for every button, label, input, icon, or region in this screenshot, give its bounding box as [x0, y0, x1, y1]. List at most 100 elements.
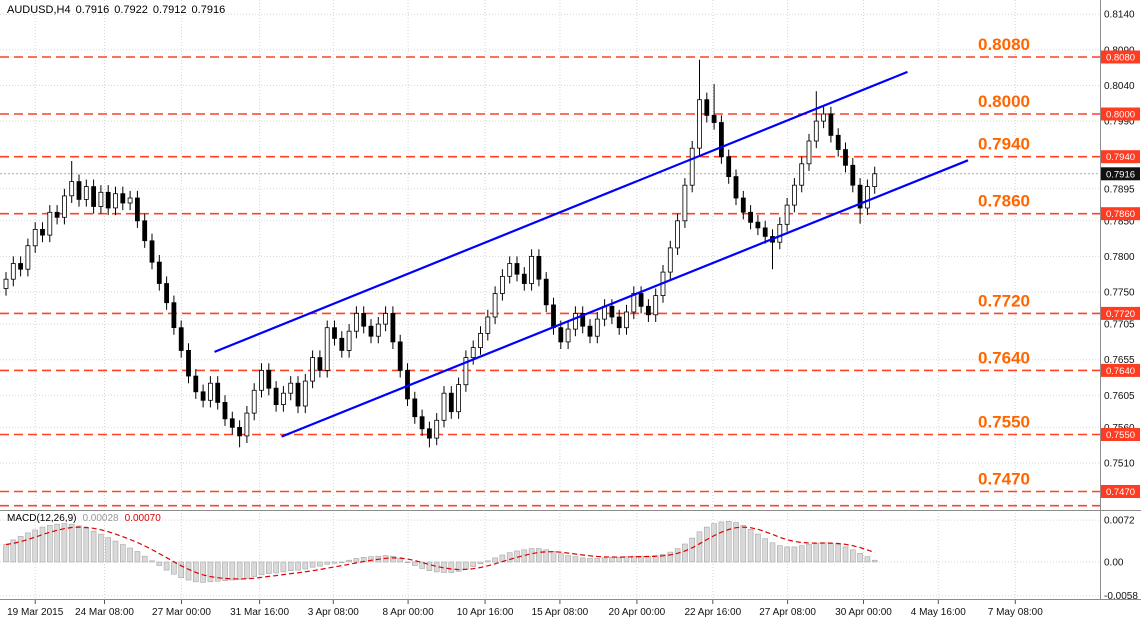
candle-body [843, 149, 848, 166]
time-label: 10 Apr 16:00 [457, 607, 514, 618]
macd-bar [404, 561, 411, 563]
macd-bar [141, 555, 148, 563]
macd-bar [163, 561, 170, 571]
macd-bar [25, 532, 31, 563]
candle-body [616, 316, 622, 329]
macd-bar [317, 561, 323, 567]
macd-bar [324, 561, 331, 565]
symbol-period-label: AUDUSD,H4 [7, 4, 71, 16]
macd-bar [696, 531, 703, 563]
candle-body [521, 273, 527, 284]
macd-bar [762, 538, 769, 563]
macd-bar [419, 561, 425, 569]
candle-body [273, 387, 279, 406]
candle-body [346, 330, 352, 351]
macd-bar [244, 561, 250, 579]
macd-bar [528, 548, 535, 563]
macd-bar [258, 561, 265, 576]
candle-body [149, 240, 155, 263]
time-axis[interactable]: 19 Mar 2015 24 Mar 08:00 27 Mar 00:00 31 Ma… [7, 600, 1043, 618]
candle-body [733, 176, 739, 199]
candlesticks [3, 59, 878, 448]
candle-body [682, 184, 688, 222]
axis-level-tag [1101, 50, 1140, 64]
macd-bar [609, 556, 615, 563]
candle-body [587, 325, 593, 337]
macd-bar [214, 561, 221, 582]
candle-body [499, 275, 505, 294]
candle-body [821, 113, 826, 122]
time-label: 22 Apr 16:00 [684, 607, 741, 618]
candle-body [594, 318, 600, 337]
macd-bar [397, 558, 404, 563]
macd-bar [448, 561, 455, 573]
macd-bar [484, 560, 491, 563]
candle-body [244, 412, 250, 437]
candle-body [755, 221, 761, 229]
level-price-label: 0.7470 [978, 470, 1030, 489]
candle-body [54, 211, 60, 218]
level-price-label: 0.8000 [978, 92, 1030, 111]
macd-bar [506, 552, 513, 563]
level-price-label: 0.7860 [978, 192, 1030, 211]
candle-body [3, 278, 9, 289]
candle-body [186, 349, 191, 377]
candle-body [266, 369, 272, 389]
macd-bar [68, 523, 75, 563]
time-label: 4 May 16:00 [911, 607, 966, 618]
trendline-upper[interactable] [214, 70, 908, 353]
pane-separators [0, 0, 1141, 600]
candle-body [865, 186, 870, 209]
axis-level-tag-text: 0.7860 [1106, 209, 1135, 220]
axis-level-tag [1101, 306, 1140, 320]
candle-body [383, 312, 389, 325]
time-label: 30 Apr 00:00 [835, 607, 892, 618]
macd-bar [338, 561, 345, 563]
candle-body [288, 382, 294, 394]
candle-body [339, 337, 345, 351]
trend-channel-lines[interactable] [214, 70, 969, 438]
macd-bar [718, 521, 725, 563]
candle-body [558, 327, 564, 343]
candle-body [748, 211, 753, 223]
chart-symbol-ohlc: AUDUSD,H4 0.7916 0.7922 0.7912 0.7916 [7, 4, 230, 16]
macd-bar [98, 533, 104, 563]
macd-bar [105, 537, 111, 563]
axis-price-label: 0.7510 [1104, 459, 1135, 470]
candle-body [835, 134, 841, 150]
macd-bar [39, 526, 46, 563]
macd-bar [682, 543, 688, 563]
axis-level-tag-text: 0.7470 [1106, 487, 1135, 498]
trendline-lower[interactable] [281, 159, 969, 438]
candle-body [259, 369, 264, 391]
macd-bar [149, 560, 155, 563]
macd-bar [623, 556, 630, 563]
candle-body [514, 263, 520, 275]
candle-body [507, 263, 513, 277]
macd-bar [222, 561, 228, 581]
candle-body [485, 316, 491, 334]
macd-bar [660, 554, 666, 563]
macd-bar [426, 561, 433, 571]
price-axis[interactable]: 0.81400.80900.80400.79900.78950.78500.78… [1101, 10, 1140, 498]
candle-body [857, 184, 863, 209]
time-label: 7 May 08:00 [988, 607, 1043, 618]
candle-body [784, 204, 790, 225]
macd-bar [32, 529, 39, 563]
macd-bar [477, 561, 484, 565]
horizontal-level-lines[interactable]: 0.8080 0.8000 0.7940 0.7860 0.7720 0.7640 0.75… [0, 35, 1100, 507]
axis-price-label: 0.7605 [1104, 391, 1135, 402]
macd-bar [127, 547, 133, 563]
candle-body [448, 392, 454, 413]
candle-body [470, 347, 476, 359]
candle-body [25, 245, 31, 270]
candle-body [806, 140, 812, 165]
macd-axis[interactable]: 0.0072 0.00 -0.0058 [1104, 516, 1138, 603]
macd-bar [703, 526, 710, 563]
macd-bar [557, 553, 564, 563]
macd-bar [3, 544, 9, 563]
candle-body [120, 193, 126, 204]
candle-body [609, 305, 615, 318]
